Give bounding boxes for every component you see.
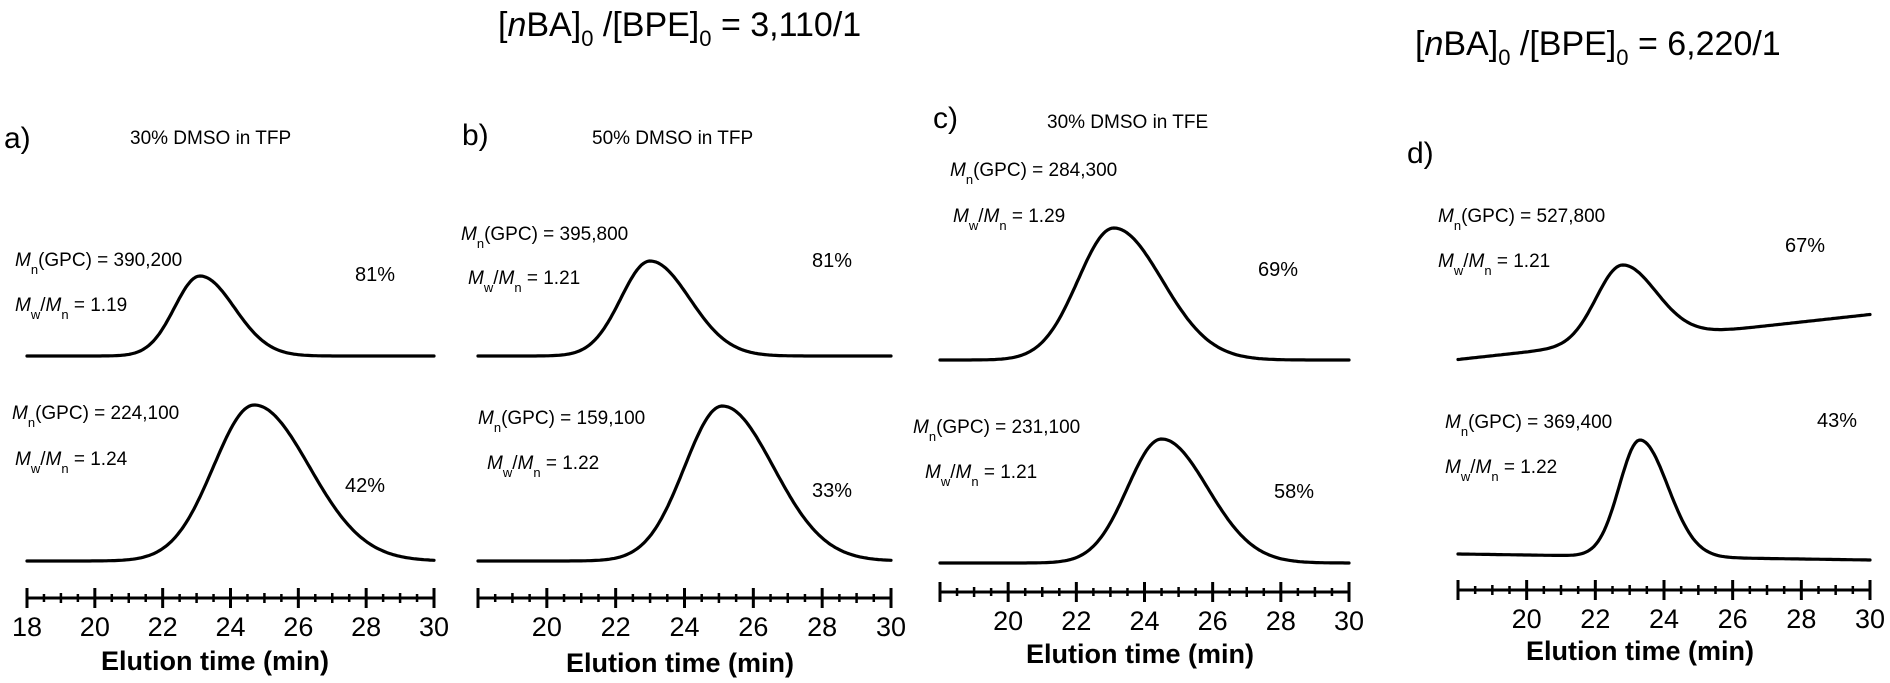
conversion-label-bottom: 43% — [1817, 410, 1857, 432]
x-axis-title: Elution time (min) — [101, 646, 329, 676]
x-tick-label: 30 — [419, 612, 449, 642]
x-tick-label: 22 — [148, 612, 178, 642]
panel-condition: 30% DMSO in TFE — [1047, 112, 1208, 133]
x-tick-label: 28 — [1786, 604, 1816, 634]
dispersity-annotation-bottom: Mw/Mn = 1.22 — [487, 453, 599, 480]
trace-high-conversion — [938, 226, 1351, 362]
x-tick-label: 30 — [1334, 606, 1364, 636]
panel-d: d) 20 22 24 26 28 30 Mn(GPC) = 527,800 Mw/Mn … — [1407, 137, 1885, 666]
panel-letter: d) — [1407, 137, 1434, 170]
x-tick-label: 22 — [1061, 606, 1091, 636]
x-tick-label: 28 — [1266, 606, 1296, 636]
dispersity-annotation-bottom: Mw/Mn = 1.24 — [15, 449, 128, 476]
x-tick-label: 30 — [1855, 604, 1885, 634]
panel-letter: a) — [4, 122, 31, 155]
panel-plot: 20 22 24 26 28 30 — [938, 226, 1364, 636]
panel-condition: 50% DMSO in TFP — [592, 128, 753, 149]
x-tick-label: 26 — [1718, 604, 1748, 634]
x-tick-label: 22 — [601, 612, 631, 642]
panel-letter: b) — [462, 119, 489, 152]
mn-annotation-bottom: Mn(GPC) = 159,100 — [478, 408, 645, 435]
x-tick-label: 26 — [738, 612, 768, 642]
panel-plot: 20 22 24 26 28 30 — [1456, 263, 1885, 634]
dispersity-annotation-top: Mw/Mn = 1.21 — [1438, 251, 1550, 278]
mn-annotation-top: Mn(GPC) = 390,200 — [15, 250, 182, 277]
panel-b: b) 50% DMSO in TFP 20 22 24 26 28 30 Mn(GPC) … — [461, 119, 906, 678]
x-axis-title: Elution time (min) — [1526, 636, 1754, 666]
dispersity-annotation-top: Mw/Mn = 1.21 — [468, 268, 580, 295]
x-tick-label: 24 — [1129, 606, 1159, 636]
x-tick-label: 20 — [1512, 604, 1542, 634]
x-tick-label: 24 — [1649, 604, 1679, 634]
dispersity-annotation-top: Mw/Mn = 1.29 — [953, 206, 1065, 233]
header-ratio-1: [nBA]0 /[BPE]0 = 3,110/1 — [498, 6, 861, 51]
header-ratio-2: [nBA]0 /[BPE]0 = 6,220/1 — [1415, 25, 1781, 70]
conversion-label-bottom: 42% — [345, 475, 385, 497]
trace-high-conversion — [25, 274, 436, 358]
mn-annotation-bottom: Mn(GPC) = 231,100 — [913, 417, 1080, 444]
trace-high-conversion — [1456, 263, 1872, 362]
trace-low-conversion — [476, 404, 893, 563]
panel-plot: 20 22 24 26 28 30 — [476, 259, 906, 642]
x-tick-label: 30 — [876, 612, 906, 642]
panel-plot: 18 20 22 24 26 28 30 — [12, 274, 449, 642]
conversion-label-bottom: 58% — [1274, 481, 1314, 503]
x-tick-label: 20 — [532, 612, 562, 642]
mn-annotation-top: Mn(GPC) = 527,800 — [1438, 206, 1605, 233]
trace-low-conversion — [25, 403, 436, 563]
x-tick-label: 26 — [1198, 606, 1228, 636]
x-tick-label: 28 — [807, 612, 837, 642]
dispersity-annotation-bottom: Mw/Mn = 1.21 — [925, 462, 1037, 489]
trace-low-conversion — [1456, 438, 1872, 562]
conversion-label-top: 67% — [1785, 235, 1825, 257]
x-tick-label: 24 — [215, 612, 245, 642]
x-tick-label: 18 — [12, 612, 42, 642]
mn-annotation-bottom: Mn(GPC) = 224,100 — [12, 403, 179, 430]
panel-a: a) 30% DMSO in TFP 18 20 22 24 26 28 30 Mn(GPC… — [4, 122, 449, 676]
trace-low-conversion — [938, 437, 1351, 565]
x-axis-title: Elution time (min) — [1026, 639, 1254, 669]
x-tick-label: 22 — [1580, 604, 1610, 634]
panel-condition: 30% DMSO in TFP — [130, 128, 291, 149]
x-tick-label: 24 — [669, 612, 699, 642]
mn-annotation-bottom: Mn(GPC) = 369,400 — [1445, 412, 1612, 439]
conversion-label-top: 81% — [812, 250, 852, 272]
x-tick-label: 20 — [80, 612, 110, 642]
mn-annotation-top: Mn(GPC) = 395,800 — [461, 224, 628, 251]
x-axis-title: Elution time (min) — [566, 648, 794, 678]
x-tick-label: 28 — [351, 612, 381, 642]
panel-c: c) 30% DMSO in TFE 20 22 24 26 28 30 Mn(GPC) … — [913, 102, 1364, 669]
dispersity-annotation-bottom: Mw/Mn = 1.22 — [1445, 457, 1557, 484]
mn-annotation-top: Mn(GPC) = 284,300 — [950, 160, 1117, 187]
x-tick-label: 20 — [993, 606, 1023, 636]
conversion-label-top: 81% — [355, 264, 395, 286]
dispersity-annotation-top: Mw/Mn = 1.19 — [15, 295, 127, 322]
conversion-label-bottom: 33% — [812, 480, 852, 502]
trace-high-conversion — [476, 259, 893, 358]
conversion-label-top: 69% — [1258, 259, 1298, 281]
panel-letter: c) — [933, 102, 958, 135]
x-tick-label: 26 — [283, 612, 313, 642]
